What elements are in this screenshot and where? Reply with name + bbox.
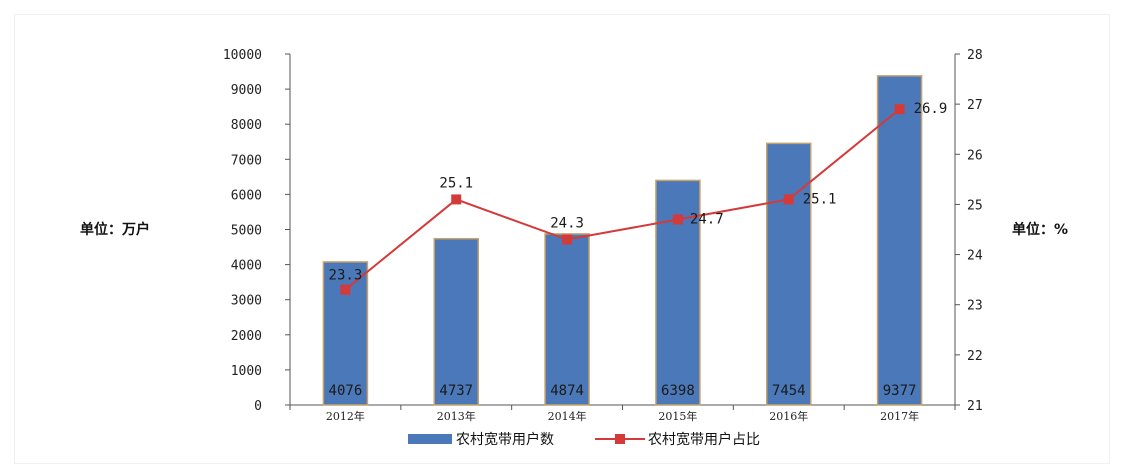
left-tick-label: 10000 [223, 48, 262, 63]
bar-value-label: 4874 [550, 383, 584, 399]
x-tick-label: 2013年 [437, 409, 476, 423]
left-tick-label: 7000 [231, 153, 262, 168]
right-axis-unit-label: 单位：% [1012, 221, 1068, 238]
line-value-label: 24.3 [550, 216, 584, 232]
legend-line-marker [615, 434, 625, 444]
bar [876, 75, 923, 406]
bar [433, 237, 479, 406]
left-tick-label: 9000 [231, 83, 262, 98]
right-tick-label: 21 [967, 399, 983, 414]
legend-bar-swatch [408, 434, 452, 444]
bar [544, 233, 590, 406]
labels-group: 4076 4737 4874 6398 7454 9377 23.3 25.1 24.3 24.7… [329, 101, 948, 399]
right-tick-label: 24 [967, 249, 983, 264]
line-value-label: 26.9 [914, 101, 948, 117]
left-tick-label: 0 [254, 399, 262, 414]
axes-group: 0 1000 2000 3000 4000 5000 6000 7000 8000 9000 100… [223, 48, 983, 423]
left-tick-label: 5000 [231, 224, 262, 239]
right-tick-label: 22 [967, 349, 983, 364]
left-tick-label: 4000 [231, 259, 262, 274]
right-tick-label: 23 [967, 299, 983, 314]
bars-group [322, 75, 923, 406]
left-tick-label: 6000 [231, 188, 262, 203]
line-point [562, 234, 573, 245]
line-point [672, 214, 683, 225]
line-point [340, 284, 351, 295]
x-tick-label: 2014年 [548, 409, 587, 423]
left-tick-label: 8000 [231, 118, 262, 133]
series-line [344, 108, 901, 291]
line-group [340, 104, 905, 295]
legend-bar-label: 农村宽带用户数 [456, 431, 554, 448]
right-tick-label: 26 [967, 148, 983, 163]
left-axis-unit-label: 单位：万户 [80, 221, 150, 238]
right-tick-label: 27 [967, 98, 983, 113]
right-tick-label: 28 [967, 48, 983, 63]
line-value-label: 25.1 [439, 175, 473, 191]
line-point [451, 194, 462, 205]
bar-value-label: 4737 [439, 383, 473, 399]
right-tick-label: 25 [967, 198, 983, 213]
x-tick-label: 2016年 [769, 409, 808, 423]
line-value-label: 24.7 [690, 211, 724, 227]
line-point [894, 104, 905, 115]
left-tick-label: 3000 [231, 294, 262, 309]
legend-line-label: 农村宽带用户占比 [648, 431, 760, 448]
line-point [783, 194, 794, 205]
bar-value-label: 4076 [329, 383, 363, 399]
bar-value-label: 7454 [772, 383, 806, 399]
line-value-label: 25.1 [803, 191, 837, 207]
line-value-label: 23.3 [329, 268, 363, 284]
left-tick-label: 1000 [231, 364, 262, 379]
x-tick-label: 2017年 [880, 409, 919, 423]
left-tick-label: 2000 [231, 329, 262, 344]
x-tick-label: 2015年 [658, 409, 697, 423]
legend: 农村宽带用户数 农村宽带用户占比 [408, 431, 760, 448]
x-tick-label: 2012年 [326, 409, 365, 423]
bar [766, 142, 812, 406]
bar-value-label: 6398 [661, 383, 695, 399]
bar-value-label: 9377 [883, 383, 917, 399]
